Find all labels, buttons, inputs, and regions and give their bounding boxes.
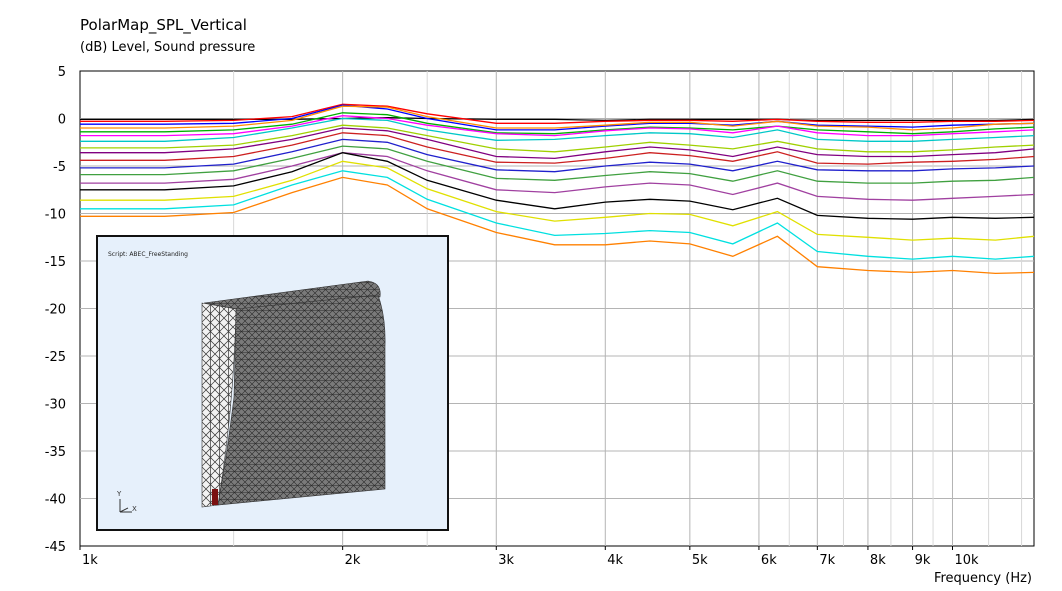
y-tick-label: -30 (45, 398, 66, 413)
series-line-1 (80, 116, 1035, 122)
series-line-6 (80, 115, 1035, 137)
inset-script-label: Script: ABEC_FreeStanding (108, 251, 188, 258)
x-tick-label: 4k (607, 553, 623, 568)
series-line-14 (80, 152, 1035, 220)
y-tick-label: 0 (58, 113, 66, 128)
x-tick-label: 7k (819, 553, 835, 568)
x-tick-label: 9k (915, 553, 931, 568)
mesh-side-face (201, 302, 237, 508)
mesh-preview-inset: Script: ABEC_FreeStanding Y X (96, 235, 449, 531)
series-line-9 (80, 127, 1035, 160)
x-tick-label: 1k (82, 553, 98, 568)
series-line-8 (80, 124, 1035, 153)
mesh-illustration: Y X (116, 280, 386, 513)
x-axis-label: Frequency (Hz) (934, 571, 1032, 586)
y-tick-label: -20 (45, 303, 66, 318)
y-tick-label: -10 (45, 208, 66, 223)
x-tick-label: 8k (870, 553, 886, 568)
series-line-7 (80, 117, 1035, 142)
series-line-12 (80, 145, 1035, 184)
x-tick-label: 5k (692, 553, 708, 568)
mesh-top-face (203, 280, 381, 310)
x-tick-label: 2k (345, 553, 361, 568)
driver-mark (212, 489, 218, 505)
y-tick-label: -45 (45, 540, 66, 555)
mesh-front-face (217, 294, 386, 506)
y-tick-label: 5 (58, 65, 66, 80)
y-tick-label: -40 (45, 493, 66, 508)
y-axis-label: (dB) Level, Sound pressure (80, 40, 256, 55)
series-line-15 (80, 160, 1035, 241)
chart-title: PolarMap_SPL_Vertical (80, 16, 247, 34)
series-line-10 (80, 132, 1035, 165)
y-tick-label: -35 (45, 445, 66, 460)
x-tick-label: 6k (761, 553, 777, 568)
series-line-5 (80, 112, 1035, 135)
series-line-13 (80, 152, 1035, 201)
series-line-16 (80, 170, 1035, 260)
series-line-3 (80, 104, 1035, 131)
series-line-11 (80, 138, 1035, 173)
series-line-2 (80, 103, 1035, 124)
series-line-4 (80, 105, 1035, 131)
y-tick-label: -15 (45, 255, 66, 270)
inset-axis-y: Y (116, 490, 122, 498)
series-line-17 (80, 176, 1035, 275)
inset-axis-x: X (132, 505, 137, 513)
y-tick-label: -5 (53, 160, 66, 175)
x-tick-label: 3k (498, 553, 514, 568)
y-tick-label: -25 (45, 350, 66, 365)
x-tick-label: 10k (954, 553, 979, 568)
